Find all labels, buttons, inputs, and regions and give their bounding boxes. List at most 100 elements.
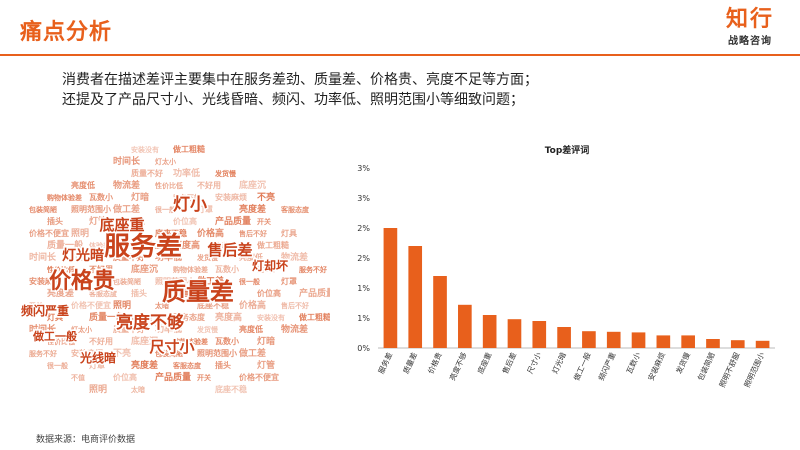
cloud-word-big: 服务差 xyxy=(104,231,182,262)
x-tick-label: 照明不舒服 xyxy=(717,350,742,389)
cloud-word-small: 客服态度 xyxy=(172,361,202,370)
cloud-word-small: 不值 xyxy=(71,373,85,382)
cloud-word-small: 亮度高 xyxy=(215,311,242,323)
cloud-word-small: 客服态度 xyxy=(88,289,118,298)
cloud-word-small: 物流差 xyxy=(281,323,308,335)
bar-chart: Top差评词 0% 1% 1% 2% 2% 3% 3% 服务差 质量差 价格贵 亮度不够 底座重 售后… xyxy=(357,144,775,389)
cloud-word-small: 插头 xyxy=(215,360,231,370)
cloud-word-small: 太暗 xyxy=(131,385,145,394)
cloud-word-small: 灯具 xyxy=(47,312,63,322)
y-tick-label: 1% xyxy=(357,314,370,323)
cloud-word-small: 价格不便宜 xyxy=(239,372,279,382)
cloud-word-small: 服务不好 xyxy=(173,193,201,202)
title-underline xyxy=(0,54,800,56)
description-line-2: 还提及了产品尺寸小、光线昏暗、频闪、功率低、照明范围小等细致问题； xyxy=(62,92,524,108)
cloud-word-small: 底座沉 xyxy=(239,179,266,191)
y-tick-label: 3% xyxy=(357,194,370,203)
cloud-word-small: 做工差 xyxy=(238,347,266,359)
cloud-word-small: 瓦数小 xyxy=(89,192,113,202)
x-tick-label: 灯光暗 xyxy=(549,350,568,375)
cloud-word-small: 亮度高 xyxy=(173,239,200,251)
bar-5 xyxy=(482,315,497,348)
cloud-word-small: 开关 xyxy=(197,373,211,382)
cloud-word-small: 不好用 xyxy=(197,180,221,190)
cloud-word-small: 瓦数小 xyxy=(215,336,239,346)
cloud-word-small: 价位高 xyxy=(173,216,197,226)
x-tick-label: 服务差 xyxy=(376,350,395,375)
cloud-word-small: 照明 xyxy=(71,228,89,239)
y-tick-label: 1% xyxy=(357,284,370,293)
y-tick-label: 0% xyxy=(357,344,370,353)
cloud-word-small: 做工差 xyxy=(112,203,140,215)
cloud-word-small: 底座不稳 xyxy=(214,384,247,394)
cloud-word-small: 购物体验差 xyxy=(173,337,208,346)
cloud-word-small: 灯管 xyxy=(173,287,191,299)
cloud-word-small: 服务不好 xyxy=(299,265,327,274)
cloud-word-small: 发货慢 xyxy=(196,325,219,334)
cloud-word-small: 灯暗 xyxy=(257,335,275,347)
cloud-word-small: 价格不便宜 xyxy=(29,228,69,238)
bar-10 xyxy=(606,331,621,348)
cloud-word-small: 照明范围小 xyxy=(155,276,195,286)
cloud-word-small: 价格不便宜 xyxy=(71,300,111,310)
cloud-word-big: 灯光暗 xyxy=(62,247,104,264)
bar-9 xyxy=(582,331,596,348)
cloud-word-big: 灯小 xyxy=(173,195,207,215)
cloud-word-small: 安装麻烦 xyxy=(71,348,103,358)
cloud-word-small: 产品质量 xyxy=(215,215,251,227)
cloud-word-small: 灯暗 xyxy=(257,263,275,275)
cloud-word-small: 客服态度 xyxy=(280,205,310,214)
cloud-word-small: 安装没有 xyxy=(257,313,285,322)
cloud-word-small: 灯罩 xyxy=(89,360,105,370)
x-tick-label: 发货慢 xyxy=(673,350,692,375)
cloud-word-small: 价位高 xyxy=(113,372,137,382)
cloud-word-small: 亮度差 xyxy=(239,203,266,215)
cloud-word-small: 亮度低 xyxy=(239,324,263,334)
cloud-word-small: 开关 xyxy=(29,301,43,310)
bar-6 xyxy=(507,319,522,348)
cloud-word-small: 售后不好 xyxy=(281,301,309,310)
cloud-word-small: 不值 xyxy=(131,217,145,226)
cloud-word-small: 质量一般 xyxy=(89,311,126,323)
cloud-word-small: 安装没有 xyxy=(215,241,243,250)
cloud-word-small: 功率低 xyxy=(173,167,200,179)
cloud-word-small: 体验差 xyxy=(89,241,110,250)
cloud-word-small: 不亮 xyxy=(257,191,275,203)
cloud-word-small: 体验差 xyxy=(131,313,152,322)
cloud-word-small: 做工粗糙 xyxy=(172,144,205,154)
cloud-word-small: 灯管 xyxy=(89,215,107,227)
cloud-word-small: 灯暗 xyxy=(131,191,149,203)
logo-sub-text: 战略咨询 xyxy=(727,36,772,47)
x-tick-label: 尺寸小 xyxy=(525,350,544,375)
cloud-word-small: 做工粗糙 xyxy=(256,240,289,250)
x-tick-label: 售后差 xyxy=(500,350,519,375)
x-tick-label: 频闪严重 xyxy=(596,350,618,382)
cloud-word-small: 包装简陋 xyxy=(29,205,57,214)
bar-2 xyxy=(408,246,423,348)
cloud-word-small: 售后不好 xyxy=(239,229,267,238)
x-tick-label: 瓦数小 xyxy=(624,350,643,375)
cloud-word-small: 很一般 xyxy=(154,205,176,214)
cloud-word-small: 灯罩 xyxy=(197,204,213,214)
bar-8 xyxy=(557,327,571,348)
cloud-word-big: 尺寸小 xyxy=(149,338,194,356)
chart-title: Top差评词 xyxy=(545,144,590,156)
cloud-word-small: 亮度低 xyxy=(239,252,263,262)
cloud-word-small: 很一般 xyxy=(46,361,68,370)
x-tick-label: 质量差 xyxy=(400,350,419,375)
cloud-word-small: 功率低 xyxy=(155,251,182,263)
cloud-word-small: 价位高 xyxy=(257,288,281,298)
cloud-word-small: 开关 xyxy=(257,217,271,226)
cloud-word-small: 照明 xyxy=(89,384,107,395)
cloud-word-big: 亮度不够 xyxy=(116,312,184,333)
bar-12 xyxy=(656,335,671,348)
cloud-word-small: 照明范围小 xyxy=(71,204,111,214)
cloud-word-small: 功率低 xyxy=(155,323,182,335)
cloud-word-small: 物流差 xyxy=(281,251,308,263)
cloud-word-small: 瓦数小 xyxy=(215,264,239,274)
bar-13 xyxy=(681,335,695,348)
cloud-word-big: 做工一般 xyxy=(32,329,77,343)
cloud-word-small: 太暗 xyxy=(155,301,169,310)
